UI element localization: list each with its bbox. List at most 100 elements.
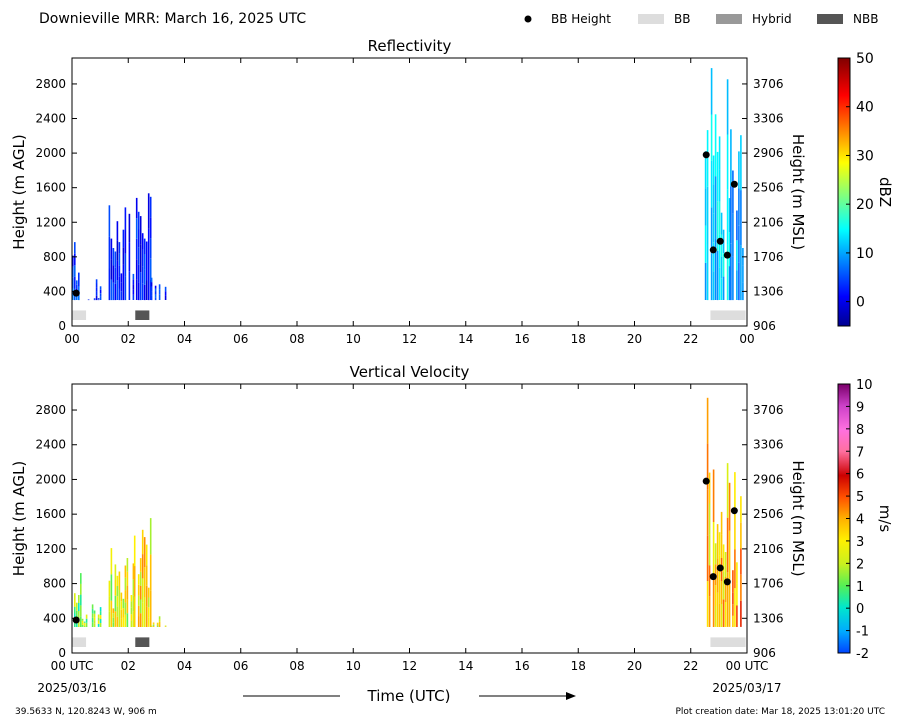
velocity-data-cell	[732, 615, 734, 627]
velocity-data-cell	[126, 599, 129, 614]
reflectivity-data-cell	[118, 265, 121, 277]
reflectivity-y-tick-label: 1600	[35, 181, 66, 195]
velocity-data-cell	[156, 626, 159, 627]
reflectivity-data-cell	[710, 114, 713, 161]
reflectivity-colorbar-tick-label: 50	[856, 51, 874, 67]
reflectivity-data-cell	[135, 238, 138, 260]
velocity-colorbar-label: m/s	[876, 505, 894, 533]
velocity-data-cell	[122, 598, 125, 609]
reflectivity-data-cell	[132, 289, 135, 295]
velocity-data-cell	[83, 622, 86, 624]
velocity-colorbar-tick-label: 4	[856, 513, 864, 528]
reflectivity-data-cell	[95, 287, 98, 292]
reflectivity-colorbar-tick-label: 30	[856, 148, 874, 164]
velocity-data-cell	[718, 532, 721, 556]
reflectivity-data-cell	[712, 271, 715, 301]
reflectivity-data-cell	[72, 277, 74, 289]
reflectivity-data-cell	[736, 270, 738, 300]
reflectivity-data-cell	[95, 295, 98, 301]
legend-nbb-label: NBB	[853, 12, 878, 26]
velocity-data-cell	[720, 511, 723, 535]
reflectivity-bb-height-point	[716, 237, 724, 245]
reflectivity-data-cell	[720, 278, 723, 300]
velocity-data-cell	[112, 617, 115, 623]
start-date-label: 2025/03/16	[37, 681, 106, 695]
velocity-data-cell	[139, 599, 142, 614]
reflectivity-data-cell	[78, 279, 80, 287]
reflectivity-data-cell	[726, 244, 729, 301]
reflectivity-colorbar-tick-label: 10	[856, 246, 874, 262]
velocity-data-cell	[740, 574, 742, 601]
reflectivity-bb-height-point	[709, 246, 717, 254]
reflectivity-data-cell	[154, 285, 157, 289]
reflectivity-data-cell	[712, 184, 715, 214]
velocity-data-cell	[158, 616, 161, 619]
reflectivity-data-cell	[93, 298, 96, 299]
velocity-x-tick-label: 08	[289, 659, 304, 673]
reflectivity-data-cell	[706, 243, 709, 301]
velocity-data-cell	[122, 617, 125, 627]
velocity-data-cell	[120, 609, 123, 619]
reflectivity-data-cell	[118, 253, 121, 266]
velocity-colorbar-tick-label: 6	[856, 468, 864, 483]
velocity-data-cell	[97, 614, 100, 618]
velocity-data-cell	[706, 535, 709, 582]
velocity-data-cell	[110, 548, 113, 575]
velocity-y-tick-label: 1200	[35, 542, 66, 556]
velocity-data-cell	[78, 595, 80, 603]
velocity-data-cell	[718, 603, 721, 627]
velocity-data-cell	[124, 565, 127, 578]
reflectivity-data-cell	[137, 211, 140, 230]
velocity-y-axis-right-label: Height (m MSL)	[789, 460, 807, 576]
velocity-data-cell	[706, 397, 709, 444]
reflectivity-x-tick-label: 00	[64, 332, 79, 346]
velocity-data-cell	[78, 611, 80, 619]
velocity-data-cell	[126, 613, 129, 627]
velocity-data-cell	[137, 584, 140, 596]
velocity-colorbar-tick-label: 7	[856, 445, 864, 460]
reflectivity-data-cell	[738, 262, 740, 301]
reflectivity-data	[72, 68, 744, 301]
velocity-data-cell	[133, 596, 136, 627]
velocity-data-cell	[141, 602, 144, 627]
velocity-data-cell	[132, 563, 135, 580]
reflectivity-data-cell	[149, 238, 152, 259]
reflectivity-data-cell	[730, 186, 732, 244]
velocity-data-cell	[80, 605, 82, 617]
velocity-data-cell	[139, 558, 142, 572]
reflectivity-y-tick-label: 2000	[35, 146, 66, 160]
velocity-data-cell	[112, 608, 115, 613]
reflectivity-data-cell	[116, 260, 119, 281]
velocity-data-cell	[120, 601, 123, 610]
velocity-y-tick-label: 400	[43, 611, 66, 625]
reflectivity-data-cell	[147, 193, 150, 229]
velocity-data-cell	[137, 605, 140, 617]
velocity-data-cell	[80, 616, 82, 627]
reflectivity-data-cell	[722, 276, 725, 300]
velocity-x-tick-label: 14	[458, 659, 473, 673]
velocity-data-cell	[740, 600, 742, 627]
reflectivity-data-cell	[736, 240, 738, 271]
velocity-data-cell	[720, 604, 723, 627]
reflectivity-data-cell	[710, 253, 713, 301]
reflectivity-data-cell	[120, 282, 123, 292]
velocity-data-cell	[708, 565, 711, 597]
velocity-data-cell	[147, 607, 150, 618]
velocity-data	[74, 397, 742, 627]
reflectivity-data-cell	[147, 264, 150, 301]
velocity-data-cell	[734, 549, 736, 589]
reflectivity-x-tick-label: 02	[121, 332, 136, 346]
reflectivity-bb-height-point	[72, 289, 80, 297]
velocity-data-cell	[716, 524, 719, 559]
velocity-data-cell	[93, 617, 96, 621]
reflectivity-data-cell	[74, 265, 76, 277]
velocity-data-cell	[736, 583, 738, 606]
velocity-data-cell	[722, 571, 725, 600]
velocity-data-cell	[152, 625, 155, 627]
velocity-data-cell	[139, 613, 142, 627]
velocity-data-cell	[126, 571, 129, 586]
velocity-data-cell	[80, 594, 82, 606]
velocity-data-cell	[108, 580, 111, 597]
reflectivity-x-tick-label: 08	[289, 332, 304, 346]
